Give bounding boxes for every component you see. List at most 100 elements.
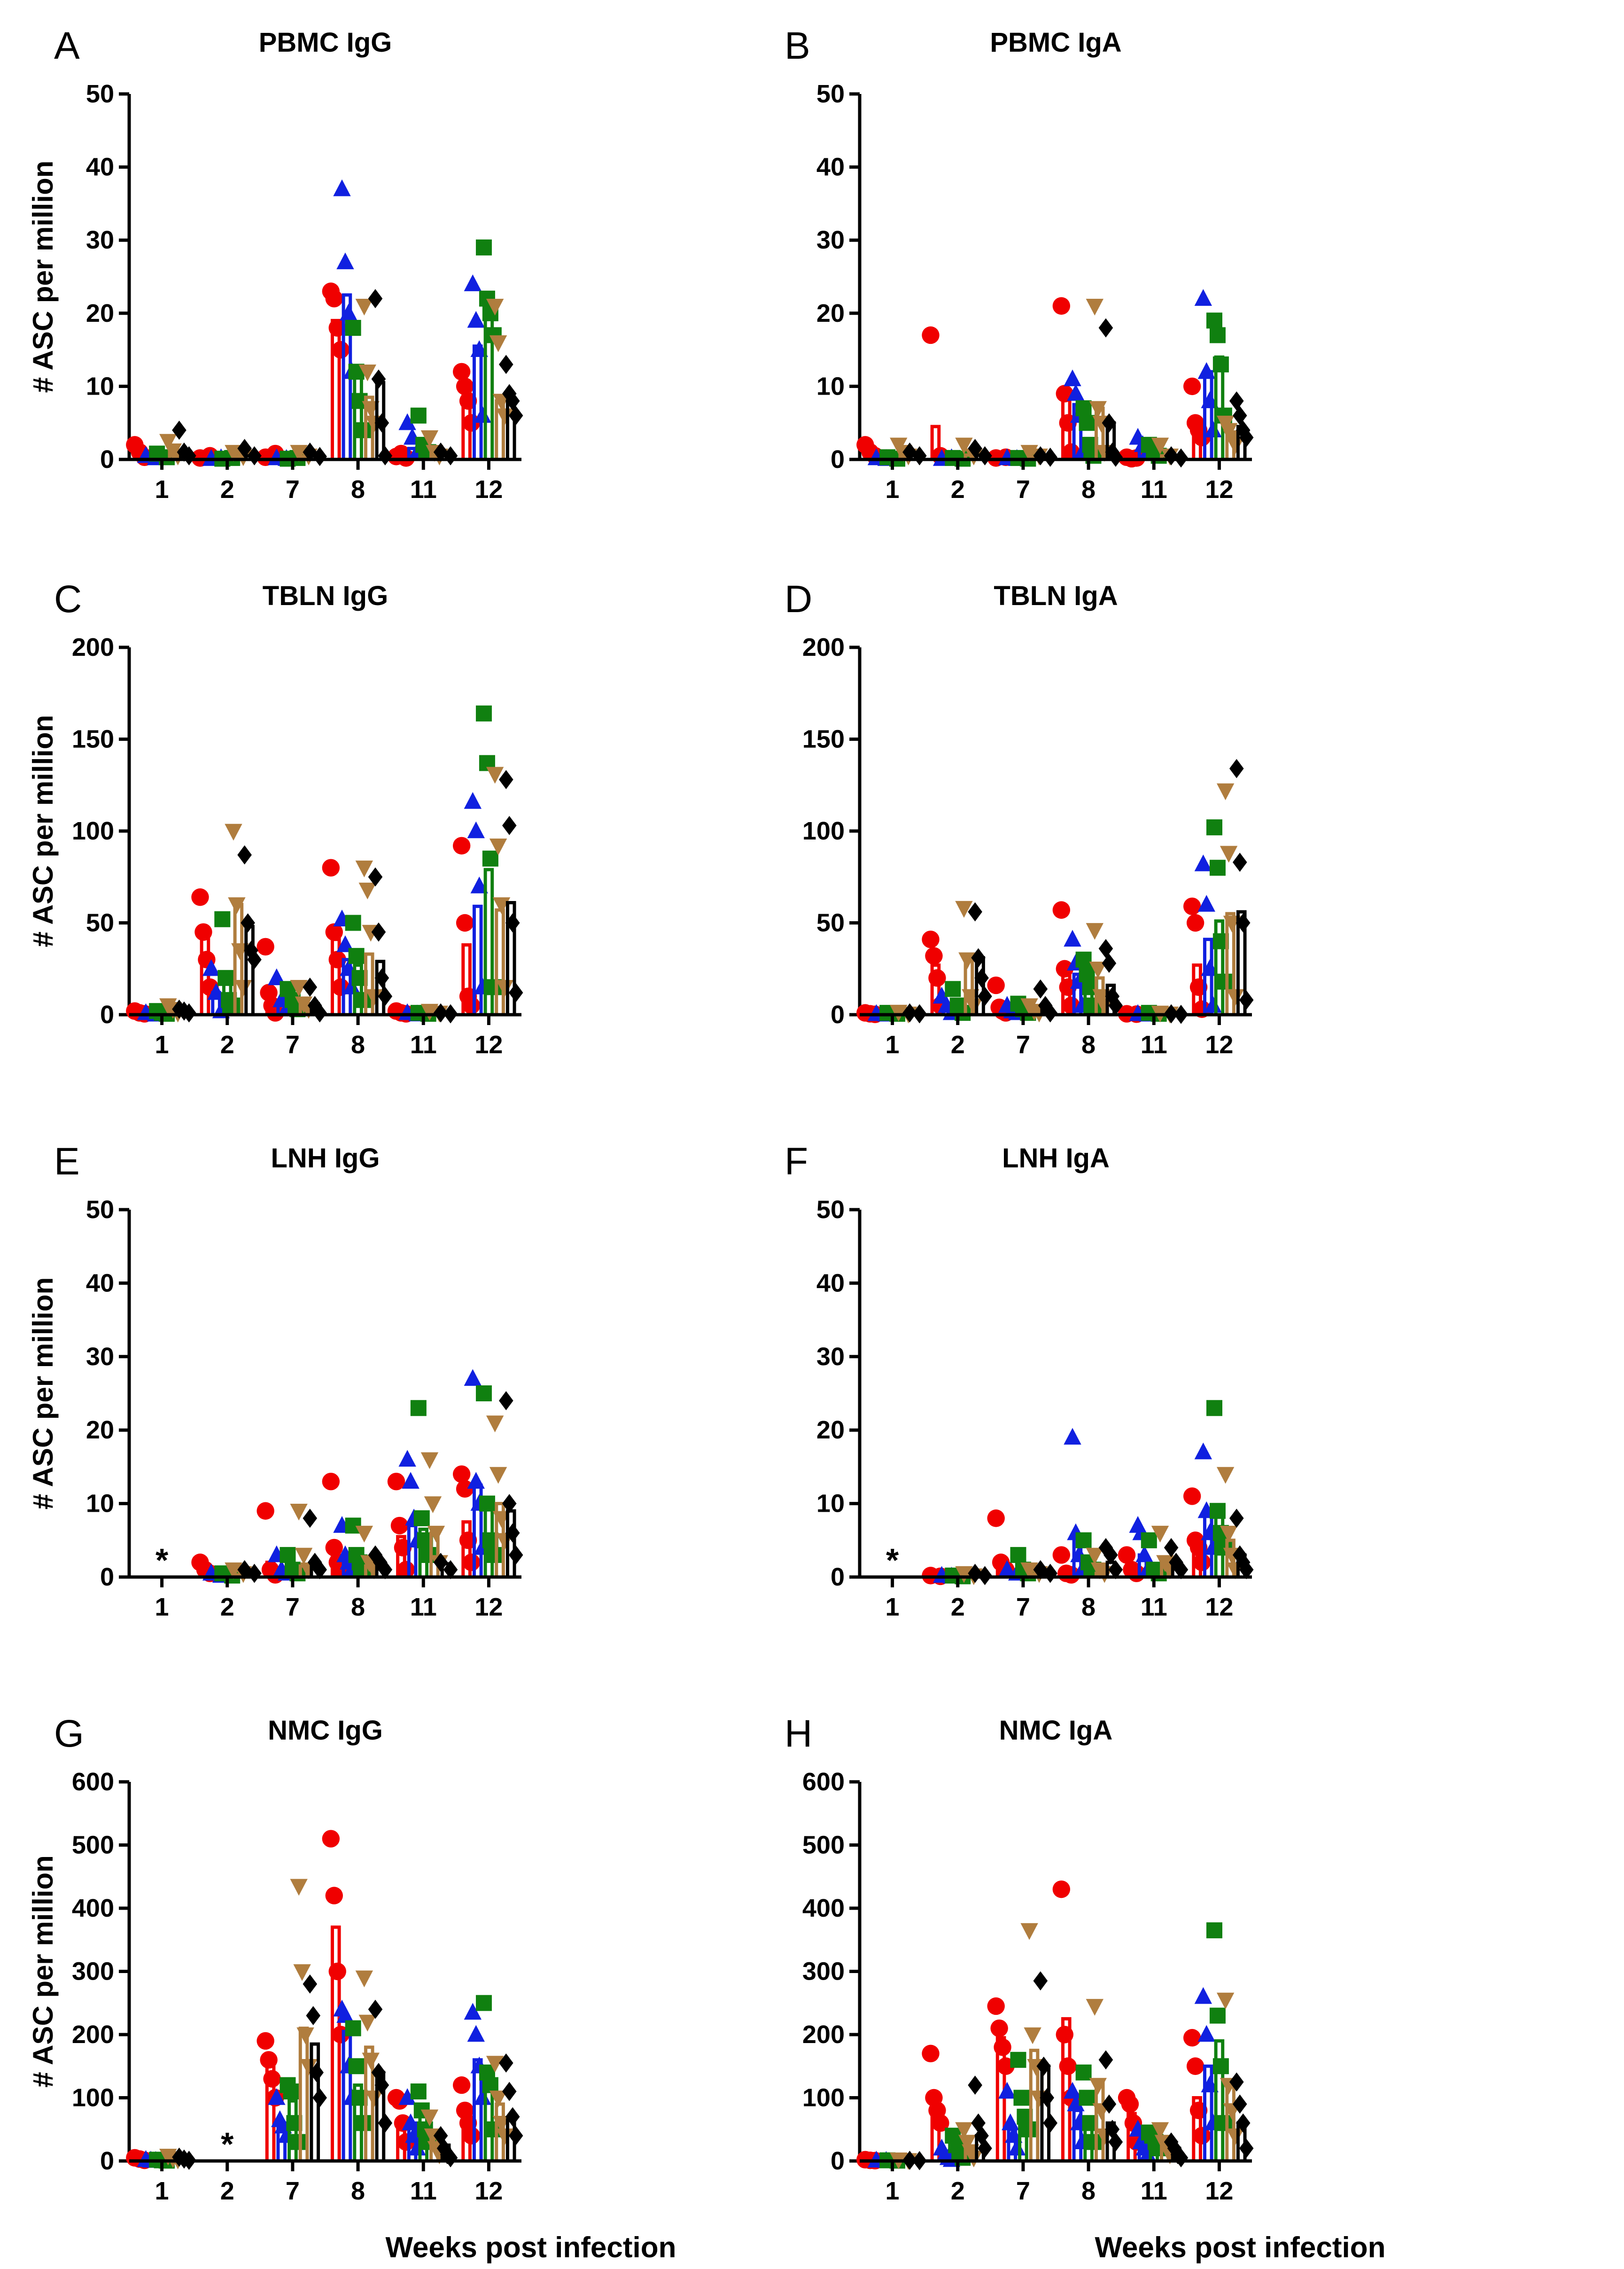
- data-point: [1235, 1553, 1251, 1572]
- data-point: [1173, 1560, 1189, 1579]
- data-point: [1033, 1971, 1048, 1991]
- y-tick-label: 200: [802, 2020, 845, 2049]
- data-point: [994, 2038, 1011, 2056]
- data-point: [475, 705, 492, 722]
- data-point: [247, 1563, 262, 1583]
- data-point: [325, 1887, 343, 1904]
- data-point: [968, 902, 982, 922]
- x-tick-label: 7: [1016, 1593, 1030, 1621]
- data-point: [332, 341, 350, 359]
- x-tick-label: 8: [351, 1031, 365, 1059]
- y-tick-label: 500: [72, 1831, 114, 1859]
- data-point: [1043, 2113, 1057, 2133]
- data-point: [348, 948, 365, 964]
- x-tick-label: 7: [1016, 475, 1030, 504]
- data-point: [1194, 1987, 1212, 2004]
- data-point: [1036, 2056, 1051, 2076]
- data-point: [1013, 2090, 1030, 2106]
- y-tick-label: 0: [831, 445, 845, 474]
- data-point: [456, 914, 474, 932]
- x-tick-label: 2: [220, 1031, 234, 1059]
- data-point: [498, 2053, 513, 2073]
- data-point: [322, 1472, 340, 1491]
- x-tick-label: 1: [886, 1593, 900, 1621]
- data-point: [1067, 2094, 1085, 2112]
- data-point: [1189, 1539, 1208, 1557]
- x-tick-label: 8: [351, 475, 365, 504]
- data-point: [443, 1560, 458, 1579]
- data-point: [1151, 2122, 1169, 2139]
- data-point: [280, 1547, 296, 1563]
- data-point: [987, 1997, 1005, 2015]
- data-point: [362, 401, 380, 418]
- data-point: [1064, 369, 1081, 387]
- x-tick-label: 1: [886, 1031, 900, 1059]
- data-point: [328, 1962, 346, 1981]
- data-point: [303, 977, 318, 997]
- x-tick-label: 11: [410, 2177, 437, 2205]
- data-point: [290, 980, 308, 997]
- data-point: [482, 2077, 498, 2093]
- data-point: [1086, 1547, 1104, 1565]
- x-tick-label: 1: [155, 1593, 169, 1621]
- y-axis-label: # ASC per million: [27, 161, 59, 393]
- data-point: [1108, 447, 1123, 467]
- panel-title: TBLN IgG: [263, 581, 388, 611]
- data-point: [492, 2116, 511, 2133]
- data-point: [467, 821, 485, 839]
- y-tick-label: 600: [802, 1768, 845, 1796]
- data-point: [1209, 327, 1226, 343]
- data-point: [256, 1502, 274, 1520]
- data-point: [932, 2114, 949, 2132]
- data-point: [1216, 783, 1235, 800]
- data-point: [355, 860, 373, 878]
- data-point: [486, 2056, 504, 2073]
- data-point: [1052, 297, 1071, 315]
- data-point: [303, 1508, 318, 1528]
- data-point: [1206, 1922, 1222, 1939]
- data-point: [475, 239, 492, 256]
- y-axis-label: # ASC per million: [27, 715, 59, 948]
- data-point: [312, 1003, 327, 1023]
- data-point: [998, 1560, 1016, 1577]
- data-point: [268, 2088, 286, 2105]
- data-point: [177, 443, 192, 462]
- x-tick-label: 2: [951, 475, 965, 504]
- data-point: [433, 443, 448, 462]
- panel-letter: F: [785, 1140, 808, 1183]
- x-tick-label: 11: [1141, 1593, 1167, 1621]
- data-point: [371, 369, 386, 389]
- data-point: [1183, 377, 1201, 396]
- data-point: [312, 2088, 327, 2107]
- data-point: [1151, 1525, 1169, 1543]
- data-point: [1075, 951, 1092, 968]
- x-tick-label: 7: [1016, 1031, 1030, 1059]
- data-point: [1086, 1999, 1104, 2016]
- data-point: [355, 422, 371, 438]
- x-tick-label: 8: [1081, 2177, 1096, 2205]
- data-point: [1189, 2101, 1208, 2120]
- y-tick-label: 400: [72, 1894, 114, 1922]
- data-point: [902, 1003, 917, 1023]
- y-tick-label: 100: [72, 2084, 114, 2112]
- data-point: [922, 326, 940, 344]
- panel-letter: D: [785, 578, 812, 621]
- x-tick-label: 12: [474, 475, 503, 504]
- data-point: [1197, 362, 1215, 379]
- data-point: [1064, 2082, 1081, 2099]
- y-tick-label: 20: [816, 1416, 845, 1444]
- y-tick-label: 600: [72, 1768, 114, 1796]
- y-tick-label: 30: [86, 1343, 114, 1371]
- data-point: [256, 938, 274, 956]
- data-point: [1108, 2132, 1123, 2152]
- data-point: [410, 2083, 427, 2100]
- data-point: [312, 447, 327, 466]
- data-point: [452, 837, 471, 855]
- y-tick-label: 50: [816, 1196, 845, 1224]
- data-point: [333, 179, 351, 196]
- x-tick-label: 7: [1016, 2177, 1030, 2205]
- data-point: [459, 1531, 477, 1549]
- data-point: [260, 2051, 278, 2069]
